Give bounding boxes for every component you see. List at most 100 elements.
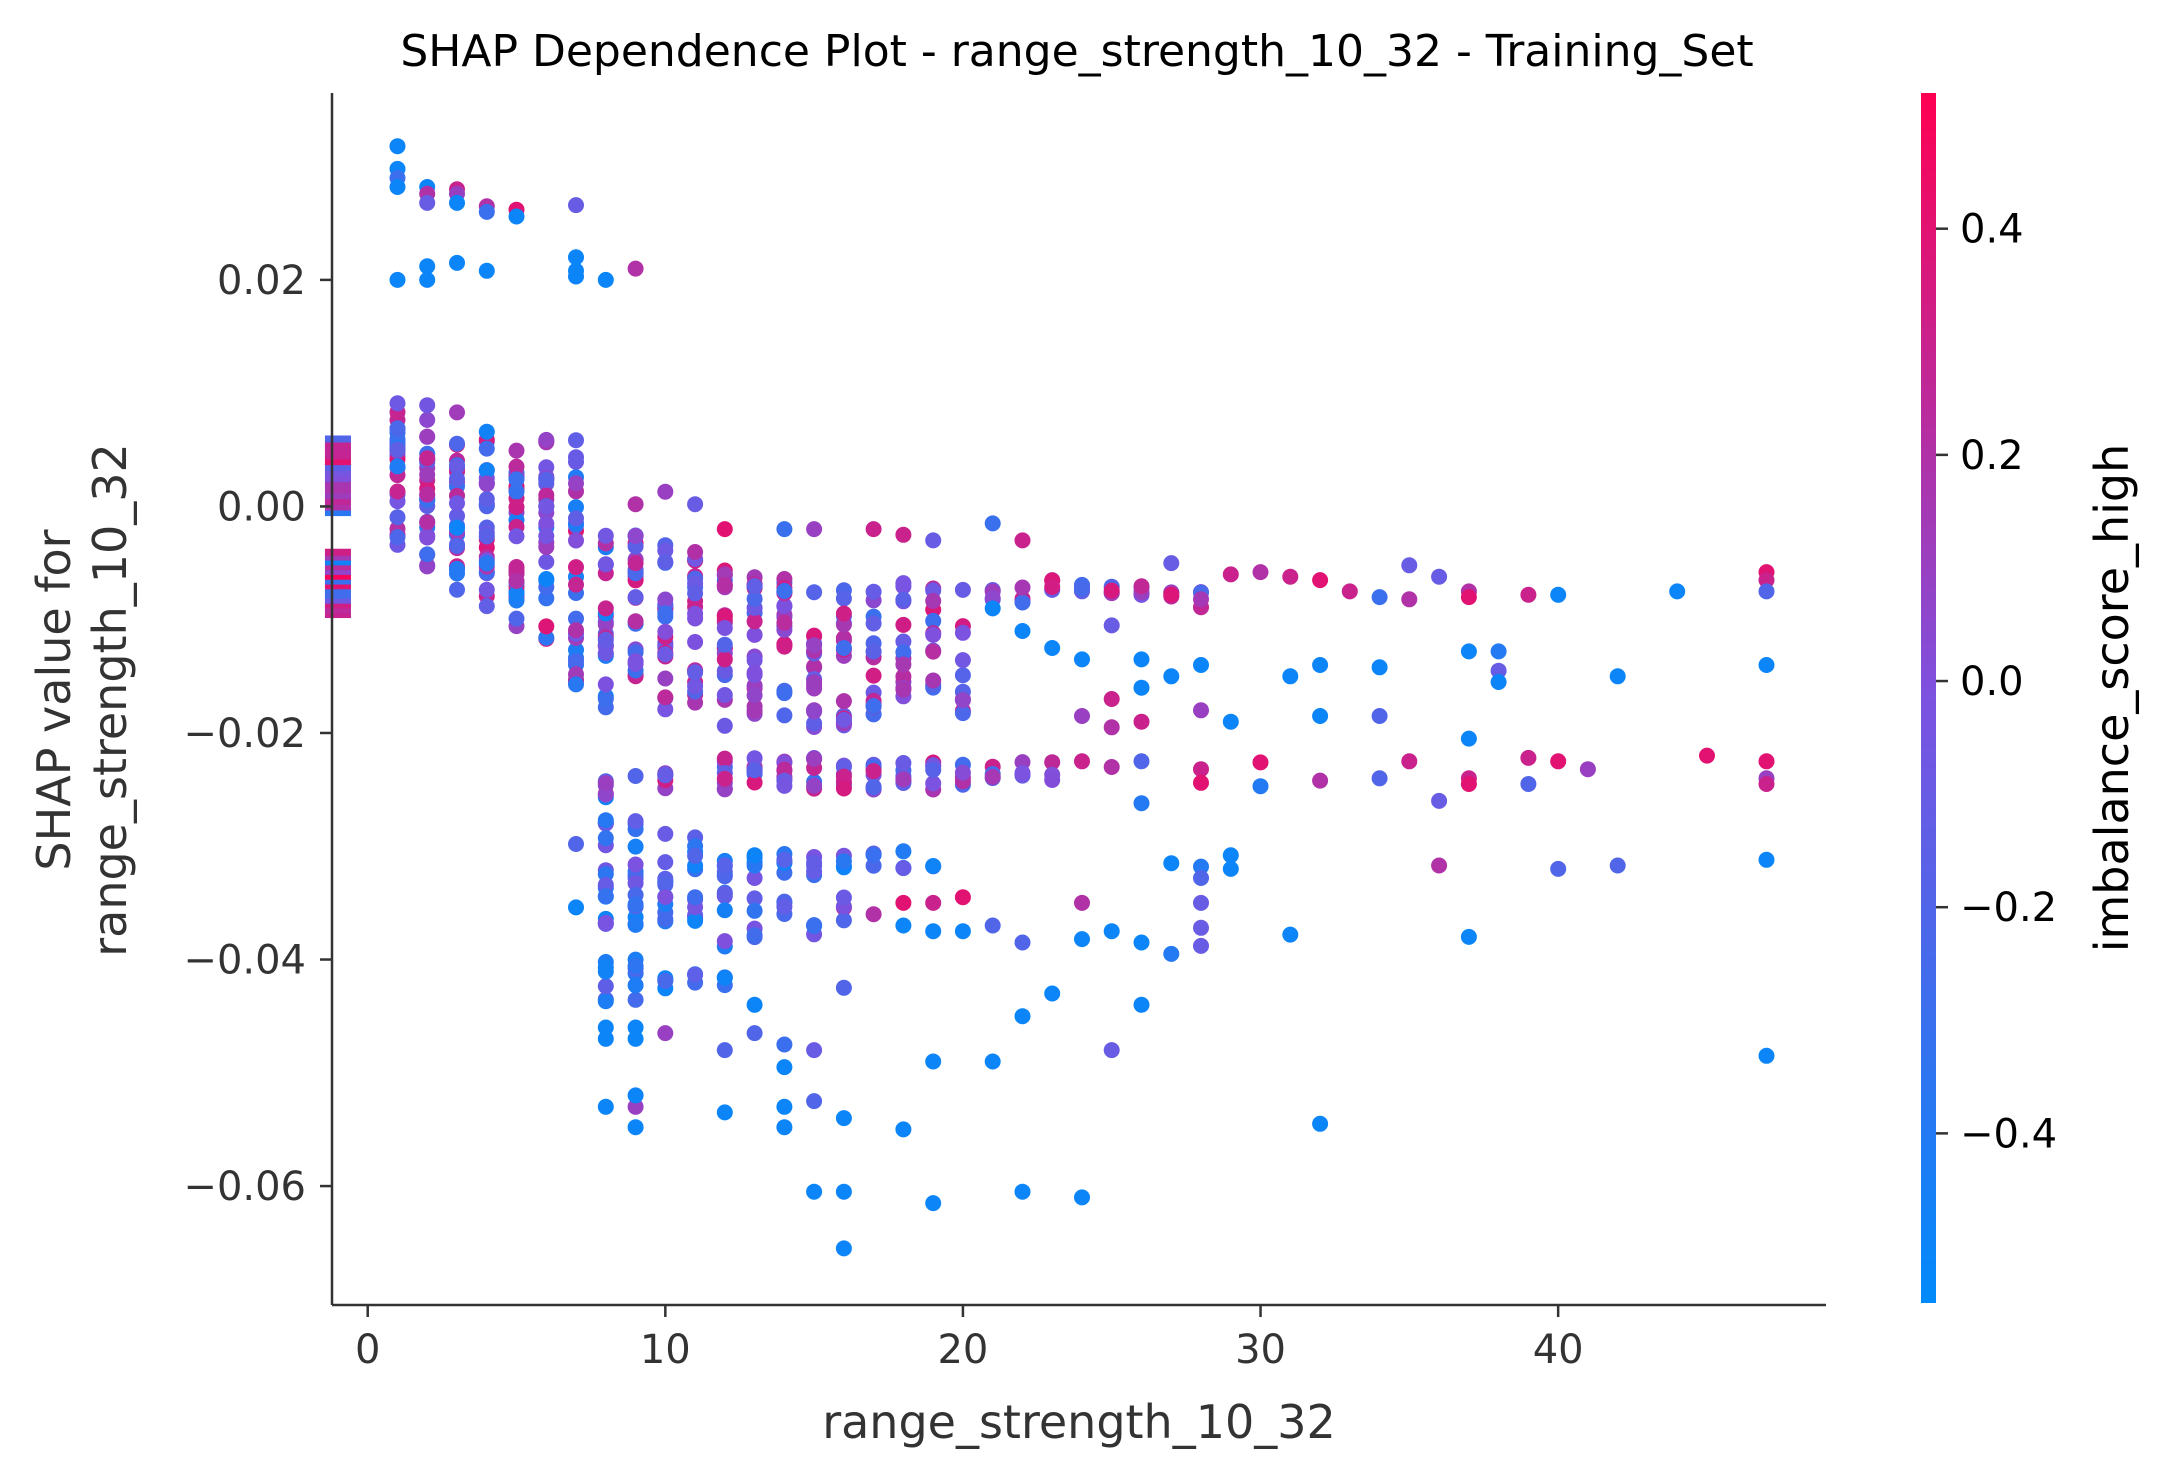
scatter-point [1401, 557, 1418, 574]
scatter-point [1044, 754, 1061, 771]
scatter-point [687, 496, 704, 513]
scatter-point [1163, 555, 1180, 572]
scatter-point [389, 509, 406, 526]
scatter-point [746, 590, 763, 607]
scatter-point [1669, 583, 1686, 600]
x-ticks: 0 10 20 30 40 [355, 1305, 1584, 1373]
scatter-point [776, 851, 793, 868]
scatter-point [627, 1119, 644, 1136]
scatter-point [419, 397, 436, 414]
scatter-point [865, 667, 882, 684]
scatter-point [1133, 578, 1150, 595]
scatter-point [865, 906, 882, 923]
scatter-point [954, 923, 971, 940]
missing-value-band [324, 435, 351, 619]
scatter-point [1163, 855, 1180, 872]
scatter-point [538, 571, 555, 587]
scatter-point [568, 268, 584, 285]
missing-value-mark [324, 486, 351, 494]
scatter-point [1490, 662, 1507, 679]
scatter-point [806, 703, 823, 720]
scatter-point [627, 813, 644, 830]
scatter-point [716, 663, 733, 679]
scatter-point [776, 761, 793, 778]
scatter-point [657, 542, 674, 559]
scatter-point [925, 761, 942, 778]
scatter-point [895, 917, 912, 934]
scatter-point [687, 678, 704, 695]
scatter-point [389, 271, 406, 288]
scatter-point [508, 586, 525, 602]
scatter-point [925, 1195, 942, 1212]
missing-value-mark [324, 611, 351, 619]
scatter-point [478, 491, 495, 508]
scatter-point [1312, 708, 1329, 724]
scatter-point [716, 857, 733, 874]
missing-value-mark [324, 567, 351, 575]
missing-value-mark [324, 601, 351, 609]
scatter-point [657, 767, 674, 784]
chart-title: SHAP Dependence Plot - range_strength_10… [400, 26, 1753, 77]
x-tick-label: 0 [355, 1327, 380, 1373]
missing-value-mark [324, 553, 351, 561]
missing-value-mark [324, 446, 351, 454]
scatter-point [1282, 568, 1299, 585]
scatter-point [1133, 795, 1150, 812]
axes [330, 93, 1826, 1307]
scatter-point [478, 262, 495, 279]
scatter-point [538, 618, 555, 635]
scatter-points [389, 138, 1775, 1257]
scatter-point [1193, 774, 1209, 791]
scatter-point [568, 432, 584, 449]
scatter-point [1222, 860, 1239, 877]
scatter-point [865, 583, 882, 600]
scatter-point [984, 917, 1001, 934]
scatter-point [1579, 761, 1596, 778]
scatter-point [1460, 643, 1477, 660]
scatter-point [627, 957, 644, 974]
scatter-point [1520, 776, 1537, 792]
scatter-point [508, 499, 525, 516]
scatter-point [954, 652, 971, 669]
scatter-point [1014, 1183, 1031, 1200]
missing-value-mark [324, 480, 351, 488]
scatter-point [1103, 1042, 1120, 1059]
scatter-point [597, 631, 614, 648]
scatter-point [657, 701, 674, 718]
scatter-point [478, 475, 495, 492]
scatter-point [419, 466, 436, 483]
scatter-point [597, 786, 614, 803]
scatter-point [1758, 776, 1775, 792]
missing-value-mark [324, 469, 351, 477]
scatter-point [835, 1183, 852, 1200]
scatter-point [1282, 668, 1299, 685]
scatter-point [716, 1042, 733, 1059]
scatter-point [538, 629, 555, 646]
scatter-point [1103, 759, 1120, 775]
scatter-point [419, 558, 436, 575]
scatter-point [1252, 778, 1269, 795]
scatter-point [776, 1119, 793, 1136]
scatter-point [954, 705, 971, 722]
scatter-point [1252, 564, 1269, 581]
missing-value-mark [324, 503, 351, 511]
scatter-point [1371, 659, 1388, 676]
scatter-point [1193, 591, 1209, 608]
scatter-point [776, 898, 793, 915]
scatter-point [895, 843, 912, 860]
scatter-point [568, 532, 584, 549]
scatter-point [449, 194, 465, 211]
scatter-point [865, 615, 882, 632]
scatter-point [1431, 568, 1448, 585]
scatter-point [1044, 772, 1061, 788]
scatter-point [776, 1036, 793, 1053]
scatter-point [1193, 937, 1209, 954]
scatter-point [925, 612, 942, 629]
scatter-point [1222, 847, 1239, 864]
scatter-point [449, 538, 465, 554]
scatter-point [835, 640, 852, 656]
scatter-point [746, 750, 763, 767]
scatter-point [687, 605, 704, 622]
scatter-point [716, 651, 733, 668]
